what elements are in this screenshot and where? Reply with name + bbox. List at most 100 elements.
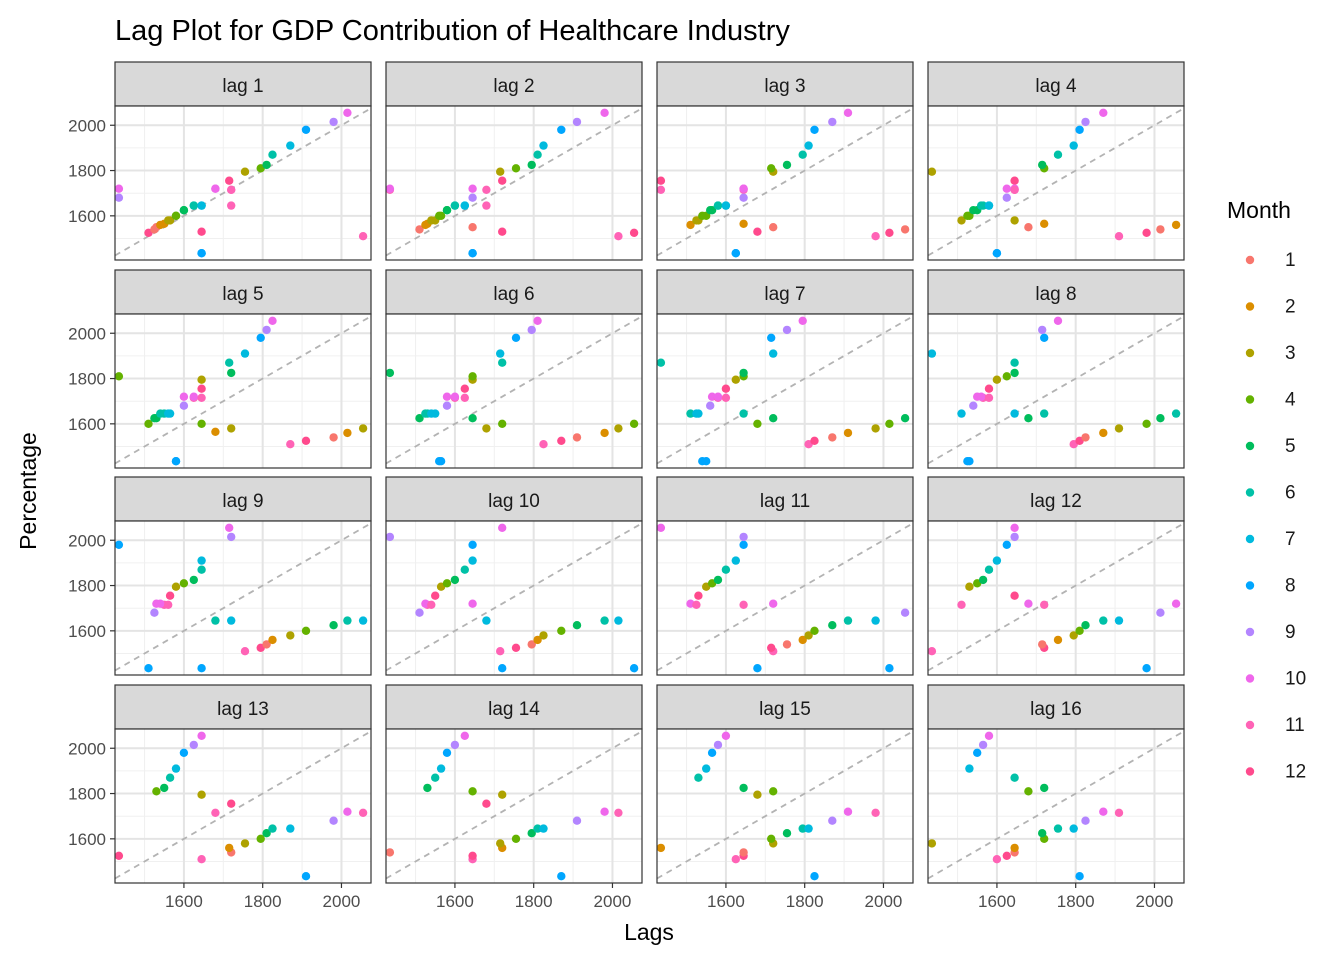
data-point	[468, 372, 477, 381]
data-point	[1038, 640, 1047, 649]
data-point	[431, 591, 440, 600]
data-point	[1024, 599, 1033, 608]
data-point	[1081, 433, 1090, 442]
data-point	[171, 764, 181, 773]
data-point	[498, 664, 507, 673]
legend-label: 10	[1285, 669, 1306, 690]
panel-background	[657, 106, 913, 260]
data-point	[197, 384, 206, 393]
y-tick-label: 1600	[68, 830, 106, 849]
data-point	[1156, 225, 1165, 234]
data-point	[286, 440, 295, 449]
data-point	[1171, 220, 1181, 230]
data-point	[1081, 621, 1090, 630]
legend-label: 2	[1285, 297, 1296, 318]
data-point	[343, 616, 352, 625]
data-point	[442, 392, 452, 401]
data-point	[152, 787, 161, 796]
data-point	[415, 414, 424, 423]
panel-background	[657, 729, 913, 883]
diagonal-reference-line	[656, 730, 914, 880]
data-point	[614, 808, 623, 817]
panel-border	[927, 520, 1185, 676]
data-point	[227, 368, 236, 378]
data-point	[114, 540, 124, 549]
legend-label: 5	[1285, 436, 1296, 457]
data-point	[557, 872, 566, 881]
facet-strip-label: lag 5	[222, 284, 263, 305]
facet-strip-label: lag 2	[493, 76, 534, 97]
data-point	[114, 851, 124, 860]
data-point	[810, 872, 819, 881]
facet-strip-label: lag 4	[1035, 76, 1077, 97]
x-tick-label: 1800	[786, 892, 824, 911]
legend-label: 8	[1285, 576, 1296, 597]
panel-background	[928, 314, 1184, 468]
data-point	[197, 790, 206, 799]
y-tick-label: 2000	[68, 531, 106, 550]
data-point	[165, 773, 175, 782]
panel-border	[385, 520, 643, 676]
data-point	[301, 125, 311, 134]
data-point	[1010, 176, 1019, 185]
data-point	[468, 223, 477, 232]
x-tick-label: 1600	[978, 892, 1016, 911]
data-point	[978, 740, 988, 750]
data-point	[978, 575, 988, 585]
data-point	[810, 436, 819, 445]
legend-label: 4	[1285, 390, 1296, 411]
facet-strip	[385, 269, 643, 315]
data-point	[539, 141, 548, 150]
data-point	[885, 228, 894, 237]
x-tick-label: 2000	[323, 892, 361, 911]
facet-panel: lag 5 1600 1800 2000	[68, 269, 372, 469]
data-point	[179, 392, 189, 401]
data-point	[1142, 228, 1151, 237]
panel-border	[927, 105, 1185, 261]
data-point	[1069, 631, 1078, 640]
data-point	[782, 325, 792, 335]
data-point	[179, 401, 189, 410]
data-point	[468, 414, 477, 423]
data-point	[1099, 108, 1108, 118]
data-point	[692, 600, 701, 609]
facet-strip	[927, 269, 1185, 315]
data-point	[572, 621, 582, 630]
facet-strip	[385, 476, 643, 522]
data-point	[211, 616, 220, 625]
data-point	[957, 600, 966, 609]
data-point	[1075, 626, 1084, 635]
data-point	[460, 201, 469, 210]
data-point	[984, 393, 994, 402]
data-point	[828, 433, 837, 442]
legend-key	[1245, 302, 1255, 311]
data-point	[656, 358, 666, 367]
data-point	[965, 764, 974, 773]
y-tick-label: 1600	[68, 622, 106, 641]
data-point	[468, 599, 477, 608]
data-point	[614, 232, 623, 241]
diagonal-reference-line	[385, 107, 643, 257]
data-point	[482, 799, 491, 808]
data-point	[197, 565, 206, 574]
diagonal-reference-line	[927, 522, 1185, 672]
facet-panel: lag 6	[385, 269, 643, 469]
data-point	[427, 409, 436, 418]
data-point	[629, 228, 639, 237]
data-point	[1010, 368, 1019, 378]
data-point	[189, 201, 198, 210]
data-point	[415, 225, 424, 234]
data-point	[496, 839, 505, 848]
data-point	[1002, 851, 1011, 860]
data-point	[496, 167, 505, 176]
data-point	[511, 834, 521, 843]
data-point	[268, 635, 277, 645]
data-point	[240, 349, 250, 358]
data-point	[1099, 428, 1108, 438]
facet-panel: lag 1 1600 1800 2000	[68, 61, 372, 261]
data-point	[498, 358, 507, 367]
legend-key	[1245, 441, 1255, 451]
data-point	[769, 414, 778, 423]
data-point	[435, 457, 444, 466]
data-point	[385, 848, 395, 857]
